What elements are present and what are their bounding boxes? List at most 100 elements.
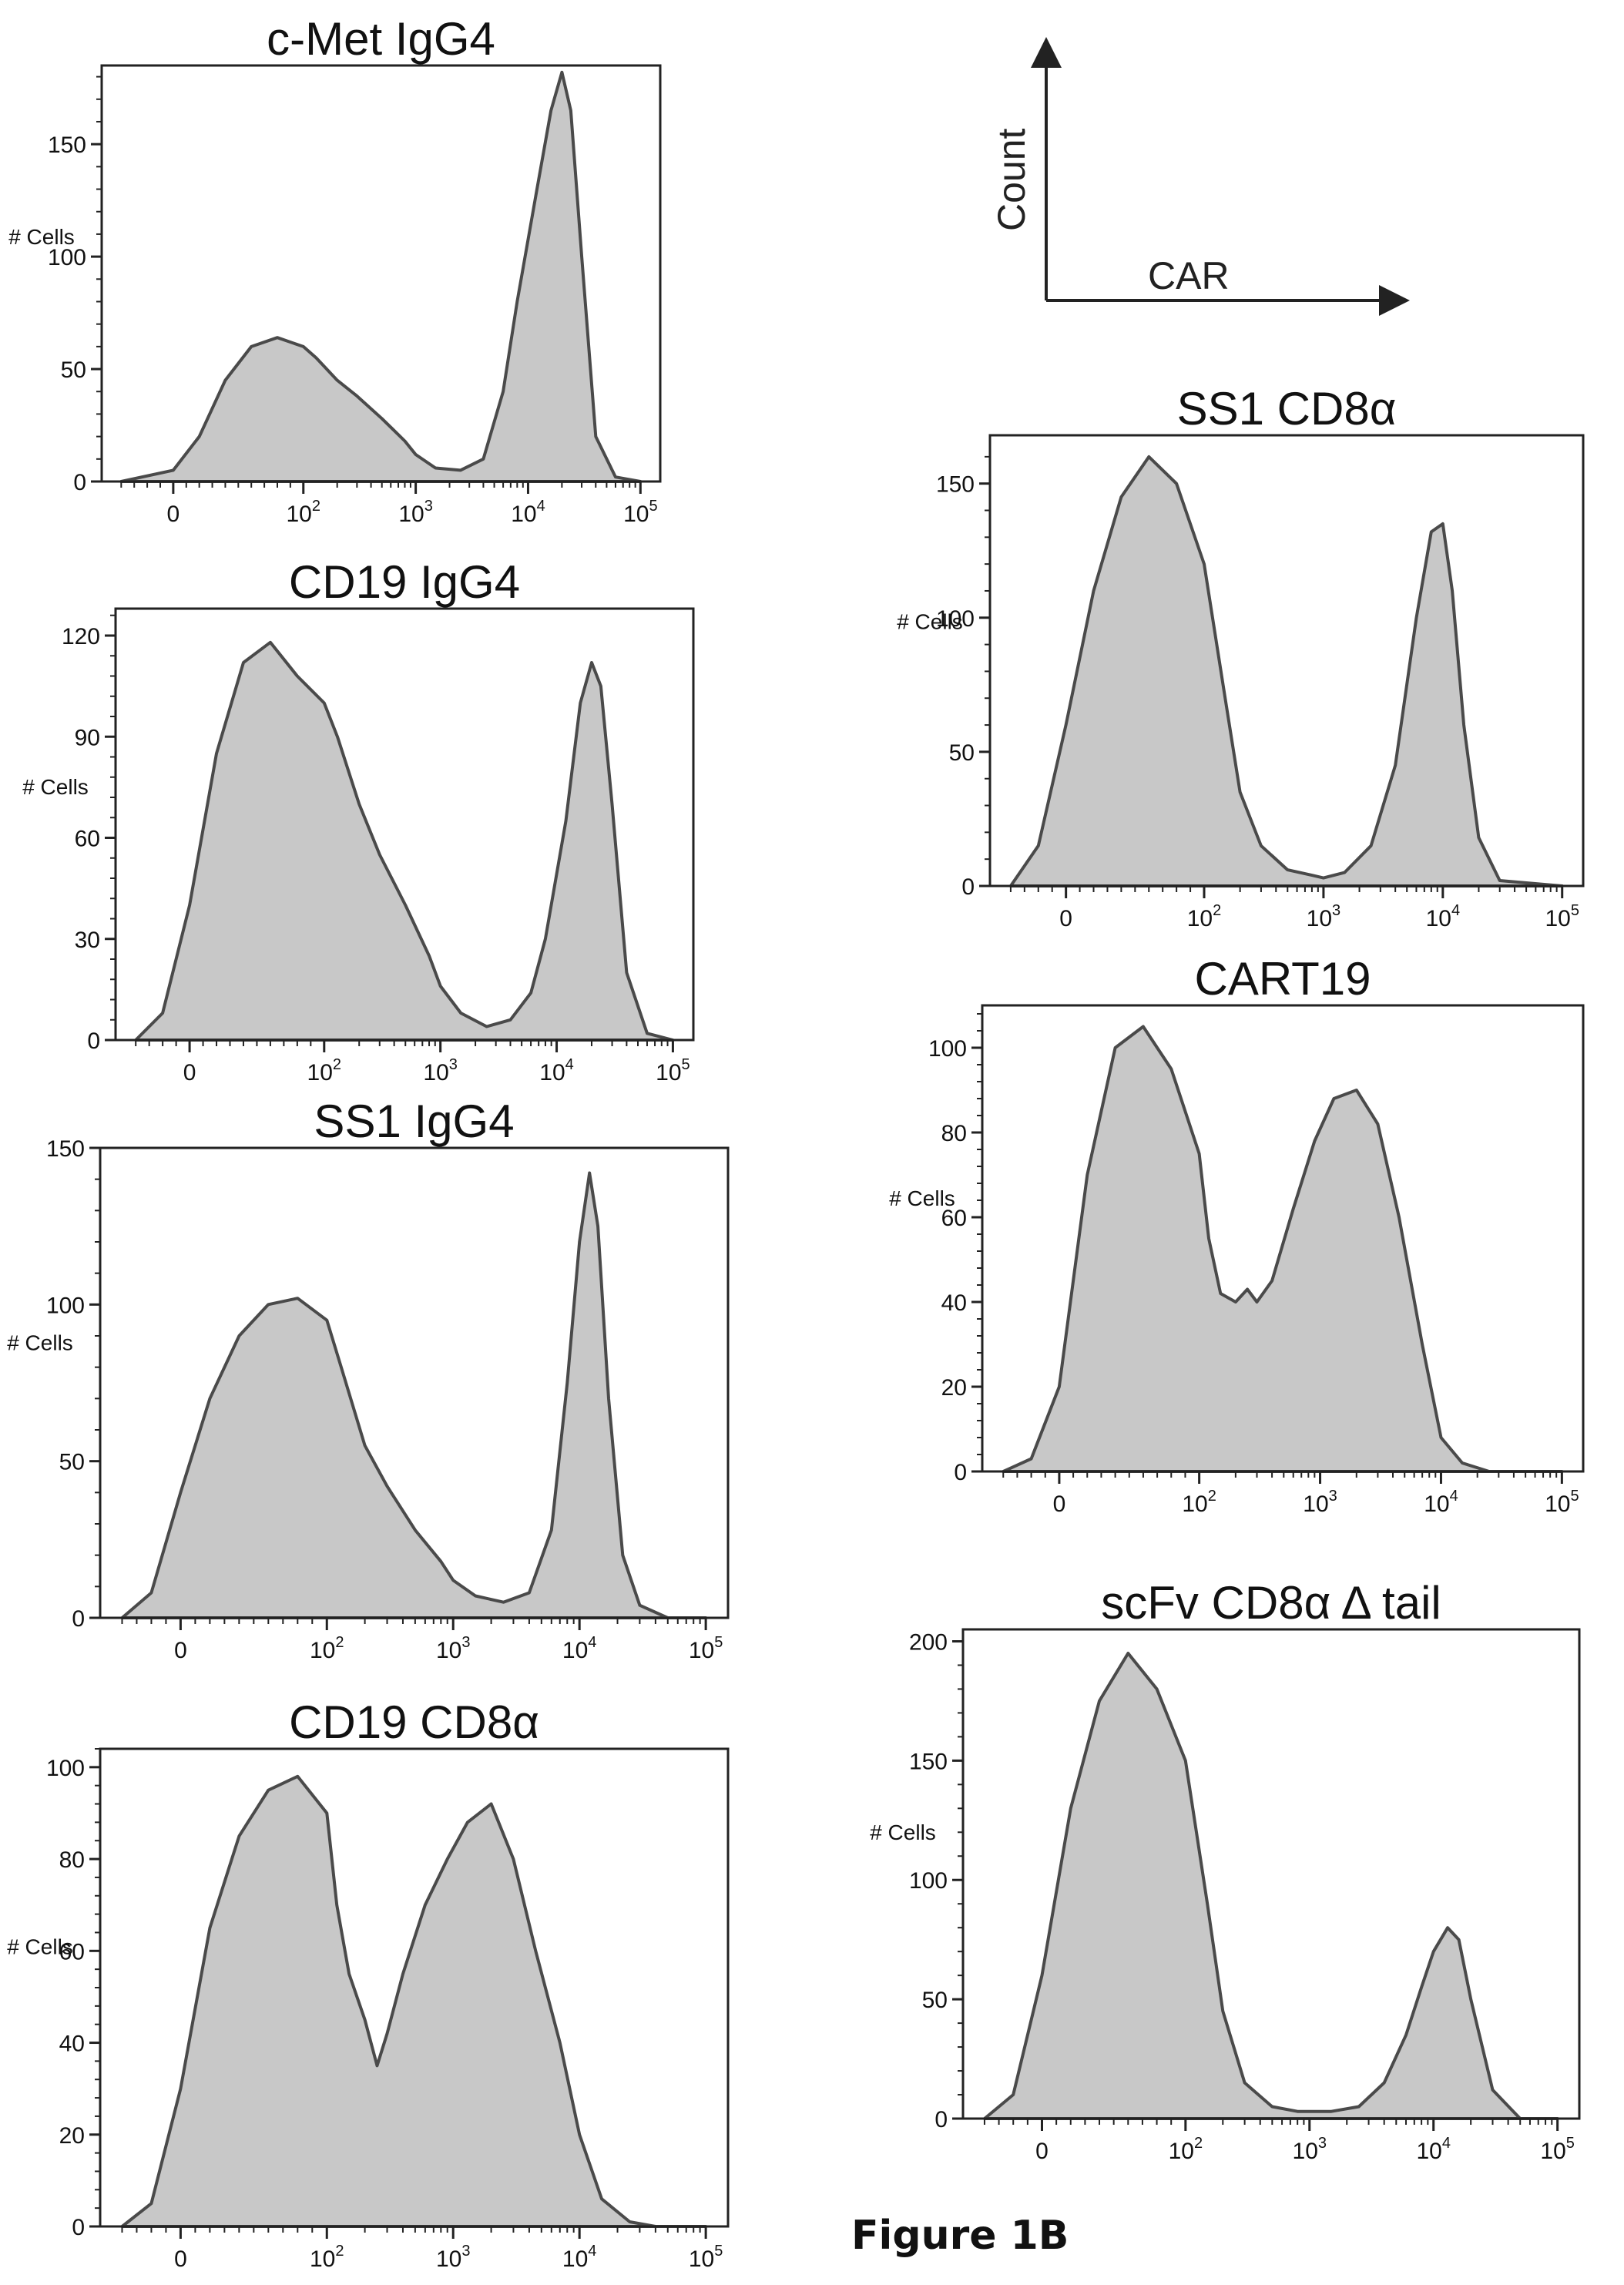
y-tick-label: 80 — [941, 1121, 967, 1146]
y-tick-label: 150 — [936, 472, 975, 498]
y-axis-label: # Cells — [897, 610, 963, 634]
y-tick-label: 200 — [909, 1629, 948, 1655]
y-axis-label: # Cells — [8, 225, 75, 249]
x-tick-label: 102 — [310, 1634, 344, 1663]
x-tick-label: 103 — [1303, 1488, 1337, 1517]
y-tick-label: 0 — [73, 470, 86, 495]
key-y-arrowhead — [1031, 37, 1062, 68]
y-axis-label: # Cells — [870, 1820, 936, 1844]
histogram-area — [983, 1652, 1559, 2120]
histogram-panel: CD19 IgG4 0 30 60 90 120 # Cells 0 102 103 104 105 — [22, 556, 695, 1085]
y-tick-label: 50 — [61, 357, 86, 383]
x-tick-label: 104 — [1426, 902, 1461, 931]
y-tick-label: 20 — [59, 2123, 85, 2149]
x-tick-label: 105 — [689, 1634, 723, 1663]
key-x-label: CAR — [1148, 254, 1230, 297]
x-tick-label: 102 — [1182, 1488, 1216, 1517]
y-tick-label: 100 — [48, 245, 86, 270]
y-tick-label: 100 — [928, 1036, 967, 1062]
x-tick-label: 105 — [1545, 902, 1579, 931]
plot-frame — [988, 434, 1585, 887]
x-tick-label: 102 — [1187, 902, 1222, 931]
histogram-panel: SS1 CD8α 0 50 100 150 # Cells 0 102 103 104 105 — [897, 383, 1585, 931]
y-tick-label: 150 — [909, 1749, 948, 1774]
x-tick-label: 104 — [562, 2243, 597, 2272]
y-axis-label: # Cells — [22, 775, 89, 799]
x-tick-label: 102 — [310, 2243, 344, 2272]
x-tick-label: 0 — [1059, 906, 1072, 931]
y-tick-label: 100 — [909, 1868, 948, 1894]
x-tick-label: 105 — [1540, 2135, 1575, 2164]
x-tick-label: 104 — [511, 498, 545, 527]
histogram-panel: SS1 IgG4 0 50 100 150 # Cells 0 102 103 104 105 — [7, 1096, 730, 1663]
y-tick-label: 150 — [48, 133, 86, 158]
y-tick-label: 0 — [87, 1028, 100, 1054]
y-axis-label: # Cells — [7, 1935, 73, 1959]
y-tick-label: 80 — [59, 1847, 85, 1873]
histogram-area — [119, 70, 643, 483]
x-tick-label: 0 — [1035, 2139, 1049, 2164]
panel-title: CART19 — [1195, 953, 1371, 1005]
x-tick-label: 103 — [423, 1056, 458, 1085]
key-y-label: Count — [990, 128, 1033, 231]
histogram-area — [120, 1774, 708, 2228]
panel-title: c-Met IgG4 — [267, 13, 495, 65]
histogram-panel: c-Met IgG4 0 50 100 150 # Cells 0 102 103 104 105 — [8, 13, 662, 527]
y-tick-label: 60 — [59, 1939, 85, 1965]
x-tick-label: 105 — [1545, 1488, 1579, 1517]
y-tick-label: 0 — [72, 1606, 85, 1632]
y-tick-label: 0 — [934, 2107, 948, 2132]
plot-frame — [961, 1628, 1581, 2120]
y-tick-label: 50 — [59, 1450, 85, 1475]
y-tick-label: 50 — [922, 1988, 948, 2013]
y-tick-label: 50 — [949, 740, 975, 766]
x-tick-label: 104 — [1424, 1488, 1458, 1517]
x-tick-label: 105 — [656, 1056, 690, 1085]
histogram-area — [134, 640, 675, 1042]
y-tick-label: 150 — [46, 1136, 85, 1162]
panel-title: CD19 IgG4 — [289, 556, 520, 608]
y-tick-label: 0 — [72, 2215, 85, 2240]
x-tick-label: 104 — [562, 1634, 597, 1663]
x-tick-label: 102 — [307, 1056, 342, 1085]
x-tick-label: 102 — [287, 498, 321, 527]
histogram-panel: CD19 CD8α 0 20 40 60 80 100 # Cells 0 102 103 104 10… — [7, 1696, 730, 2272]
x-tick-label: 103 — [436, 1634, 471, 1663]
plot-frame — [100, 64, 662, 483]
plot-frame — [981, 1004, 1585, 1473]
x-tick-label: 103 — [398, 498, 433, 527]
y-tick-label: 20 — [941, 1375, 967, 1401]
x-tick-label: 0 — [167, 502, 180, 527]
x-tick-label: 0 — [174, 2246, 187, 2272]
y-axis-label: # Cells — [7, 1330, 73, 1354]
y-tick-label: 100 — [46, 1756, 85, 1781]
panel-title: SS1 CD8α — [1177, 383, 1397, 435]
y-tick-label: 90 — [75, 725, 100, 750]
y-tick-label: 0 — [954, 1460, 967, 1485]
y-tick-label: 40 — [59, 2032, 85, 2057]
y-tick-label: 30 — [75, 928, 100, 953]
x-tick-label: 0 — [1053, 1491, 1066, 1517]
x-tick-label: 105 — [623, 498, 658, 527]
y-tick-label: 60 — [941, 1206, 967, 1231]
x-tick-label: 103 — [1307, 902, 1341, 931]
y-tick-label: 100 — [936, 606, 975, 632]
figure-caption: Figure 1B — [851, 2213, 1069, 2259]
y-tick-label: 0 — [961, 874, 975, 900]
x-tick-label: 105 — [689, 2243, 723, 2272]
y-tick-label: 120 — [62, 624, 100, 649]
y-tick-label: 60 — [75, 827, 100, 852]
histogram-area — [1008, 455, 1564, 887]
x-tick-label: 0 — [183, 1060, 196, 1085]
x-tick-label: 104 — [539, 1056, 574, 1085]
x-tick-label: 102 — [1169, 2135, 1203, 2164]
histogram-panel: scFv CD8α Δ tail 0 50 100 150 200 # Cells 0 102 1… — [870, 1577, 1581, 2164]
legend-key: Count CAR — [990, 37, 1410, 316]
plot-frame — [114, 607, 695, 1042]
x-tick-label: 104 — [1416, 2135, 1451, 2164]
key-x-arrowhead — [1379, 285, 1410, 316]
panel-title: scFv CD8α Δ tail — [1101, 1577, 1441, 1629]
x-tick-label: 103 — [1293, 2135, 1327, 2164]
y-tick-label: 100 — [46, 1293, 85, 1318]
